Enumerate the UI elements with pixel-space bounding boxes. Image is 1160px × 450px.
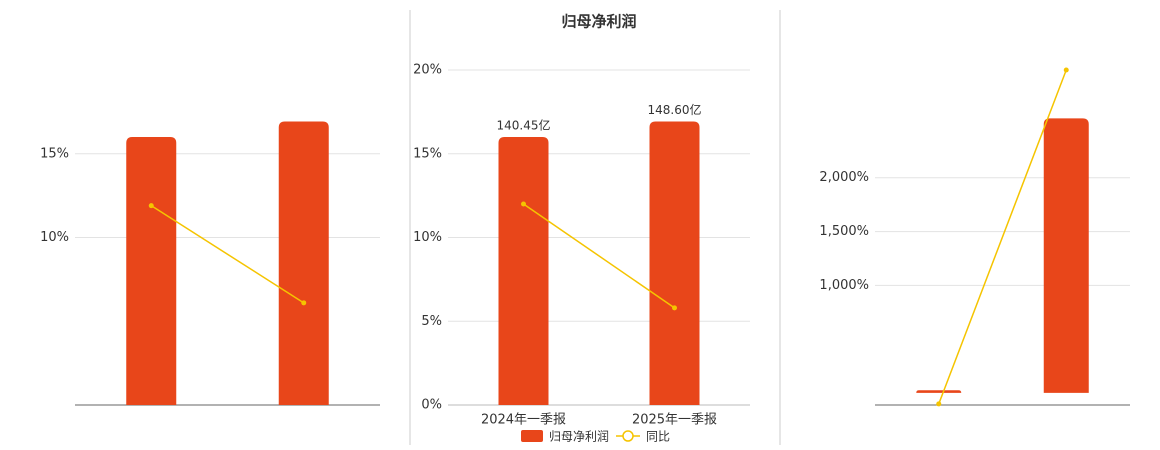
point <box>301 300 307 306</box>
y-tick-label: 1,000% <box>819 278 869 293</box>
y-tick-label: 10% <box>40 230 69 245</box>
legend-label: 归母净利润 <box>549 430 609 444</box>
legend-label: 同比 <box>646 430 670 444</box>
chart-title: 归母净利润 <box>561 13 636 31</box>
y-tick-label: 15% <box>413 146 442 161</box>
y-tick-label: 1,500% <box>819 224 869 239</box>
bar <box>498 137 549 405</box>
legend-swatch <box>521 430 543 442</box>
line <box>523 203 675 309</box>
x-tick-label: 2024年一季报 <box>481 413 566 428</box>
y-tick-label: 20% <box>413 63 442 78</box>
line <box>150 205 305 304</box>
y-tick-label: 10% <box>413 230 442 245</box>
point <box>936 401 942 407</box>
y-tick-label: 0% <box>421 398 442 413</box>
bar <box>126 137 177 405</box>
bar <box>1043 118 1089 393</box>
bar <box>916 390 962 393</box>
data-label: 148.60亿 <box>648 102 702 117</box>
legend-marker <box>622 430 634 442</box>
y-tick-label: 2,000% <box>819 170 869 185</box>
y-tick-label: 5% <box>421 314 442 329</box>
point <box>521 201 526 207</box>
bar <box>278 121 329 406</box>
point <box>672 305 677 311</box>
data-label: 140.45亿 <box>497 118 551 133</box>
bar <box>649 121 700 406</box>
point <box>148 203 154 209</box>
y-tick-label: 15% <box>40 146 69 161</box>
point <box>1063 67 1069 73</box>
line <box>938 69 1067 405</box>
x-tick-label: 2025年一季报 <box>632 413 717 428</box>
